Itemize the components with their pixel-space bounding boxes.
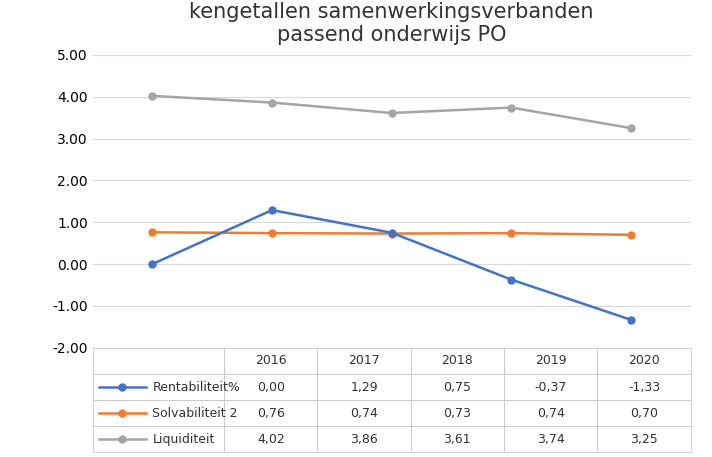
Text: 2018: 2018 <box>441 354 473 367</box>
Text: -0,37: -0,37 <box>535 381 567 393</box>
Text: 2020: 2020 <box>628 354 660 367</box>
Text: 1,29: 1,29 <box>350 381 378 393</box>
Text: 2019: 2019 <box>535 354 567 367</box>
Text: 0,00: 0,00 <box>257 381 285 393</box>
Text: 0,74: 0,74 <box>350 407 378 420</box>
Text: -1,33: -1,33 <box>628 381 660 393</box>
Text: 0,75: 0,75 <box>444 381 471 393</box>
Title: kengetallen samenwerkingsverbanden
passend onderwijs PO: kengetallen samenwerkingsverbanden passe… <box>189 2 594 45</box>
Text: 3,25: 3,25 <box>630 433 658 446</box>
Text: 0,76: 0,76 <box>257 407 285 420</box>
Text: 0,74: 0,74 <box>537 407 565 420</box>
Text: Liquiditeit: Liquiditeit <box>152 433 215 446</box>
Text: 0,70: 0,70 <box>630 407 658 420</box>
Text: 3,61: 3,61 <box>444 433 471 446</box>
Text: 4,02: 4,02 <box>257 433 285 446</box>
Text: 0,73: 0,73 <box>444 407 471 420</box>
Text: 3,86: 3,86 <box>350 433 378 446</box>
Text: 3,74: 3,74 <box>537 433 565 446</box>
Text: Rentabiliteit%: Rentabiliteit% <box>152 381 240 393</box>
Text: Solvabiliteit 2: Solvabiliteit 2 <box>152 407 238 420</box>
Text: 2017: 2017 <box>348 354 380 367</box>
Text: 2016: 2016 <box>255 354 287 367</box>
